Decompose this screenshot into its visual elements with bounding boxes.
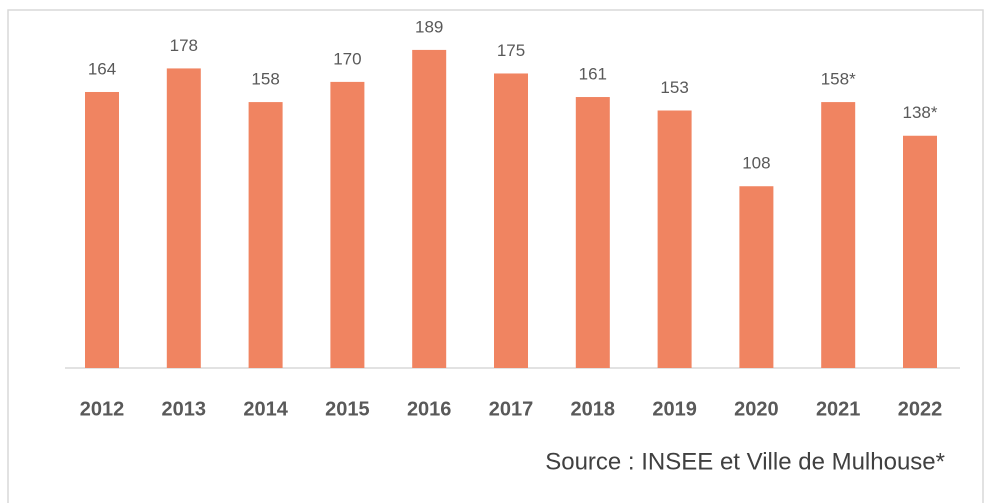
value-label: 158: [251, 70, 279, 89]
bar: [85, 91, 119, 368]
bar: [575, 97, 610, 369]
x-tick-label: 2019: [652, 398, 697, 420]
x-tick-label: 2018: [571, 398, 616, 420]
value-label: 189: [415, 17, 443, 36]
x-tick-label: 2020: [734, 398, 779, 420]
bar: [821, 102, 856, 368]
source: Source : INSEE et Ville de Mulhouse*: [545, 448, 945, 475]
bar: [248, 102, 283, 368]
bar: [903, 135, 937, 368]
value-label: 153: [660, 78, 688, 97]
bar: [412, 49, 447, 369]
bar: [739, 186, 774, 368]
x-tick-label: 2015: [325, 398, 370, 420]
value-label: 164: [88, 59, 116, 78]
bar: [166, 68, 201, 369]
x-tick-label: 2017: [489, 398, 534, 420]
value-label: 158*: [821, 70, 856, 89]
value-label: 170: [333, 49, 361, 68]
x-tick-label: 2012: [80, 398, 125, 420]
bar: [330, 81, 365, 368]
value-label: 178: [170, 36, 198, 55]
value-label: 175: [497, 41, 525, 60]
value-label: 161: [579, 65, 607, 84]
value-label: 138*: [903, 103, 938, 122]
x-tick-label: 2014: [243, 398, 288, 420]
x-tick-label: 2022: [898, 398, 943, 420]
x-tick-label: 2016: [407, 398, 452, 420]
x-tick-label: 2013: [162, 398, 207, 420]
bar: [657, 110, 692, 368]
bar: [494, 73, 528, 368]
x-tick-label: 2021: [816, 398, 861, 420]
value-label: 108: [742, 154, 770, 173]
